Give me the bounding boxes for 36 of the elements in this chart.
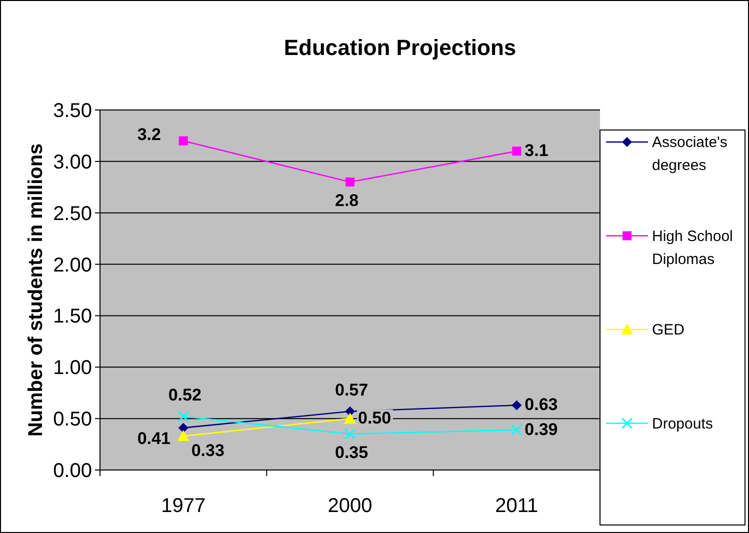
data-label: 0.57 bbox=[335, 380, 368, 400]
x-tick-label: 1977 bbox=[161, 495, 206, 517]
data-label: 0.41 bbox=[137, 428, 170, 448]
point bbox=[512, 146, 522, 156]
x-tick-label: 2011 bbox=[495, 495, 538, 517]
y-tick-label: 3.00 bbox=[53, 151, 92, 174]
legend-label: GED bbox=[652, 322, 685, 338]
data-label: 2.8 bbox=[335, 191, 359, 210]
legend-label: Associate's degrees bbox=[652, 134, 728, 174]
point bbox=[512, 400, 522, 410]
chart-title: Education Projections bbox=[284, 35, 516, 60]
y-tick-label: 2.00 bbox=[53, 254, 92, 276]
y-tick-label: 1.00 bbox=[53, 357, 92, 380]
legend-label: Dropouts bbox=[652, 415, 713, 432]
data-label: 0.39 bbox=[524, 420, 558, 439]
data-label: 0.35 bbox=[335, 443, 368, 462]
data-label: 0.50 bbox=[358, 408, 392, 428]
legend-label: High School Diplomas bbox=[652, 228, 733, 268]
point bbox=[178, 136, 188, 146]
y-axis-title: Number of students in millions bbox=[25, 143, 47, 437]
y-tick-label: 1.50 bbox=[53, 306, 92, 328]
data-label: 0.63 bbox=[524, 395, 558, 414]
x-tick-label: 2000 bbox=[328, 495, 372, 517]
data-label: 3.2 bbox=[137, 124, 161, 144]
point bbox=[510, 424, 522, 436]
point bbox=[344, 428, 356, 440]
y-tick-label: 3.50 bbox=[53, 100, 92, 122]
data-label: 3.1 bbox=[524, 141, 548, 160]
y-tick-label: 2.50 bbox=[53, 202, 92, 225]
y-tick-label: 0.50 bbox=[53, 408, 92, 431]
data-label: 0.33 bbox=[191, 441, 224, 460]
point bbox=[346, 178, 354, 186]
y-tick-label: 0.00 bbox=[53, 460, 92, 482]
data-label: 0.52 bbox=[168, 386, 202, 405]
point bbox=[178, 410, 190, 422]
point bbox=[178, 422, 188, 433]
